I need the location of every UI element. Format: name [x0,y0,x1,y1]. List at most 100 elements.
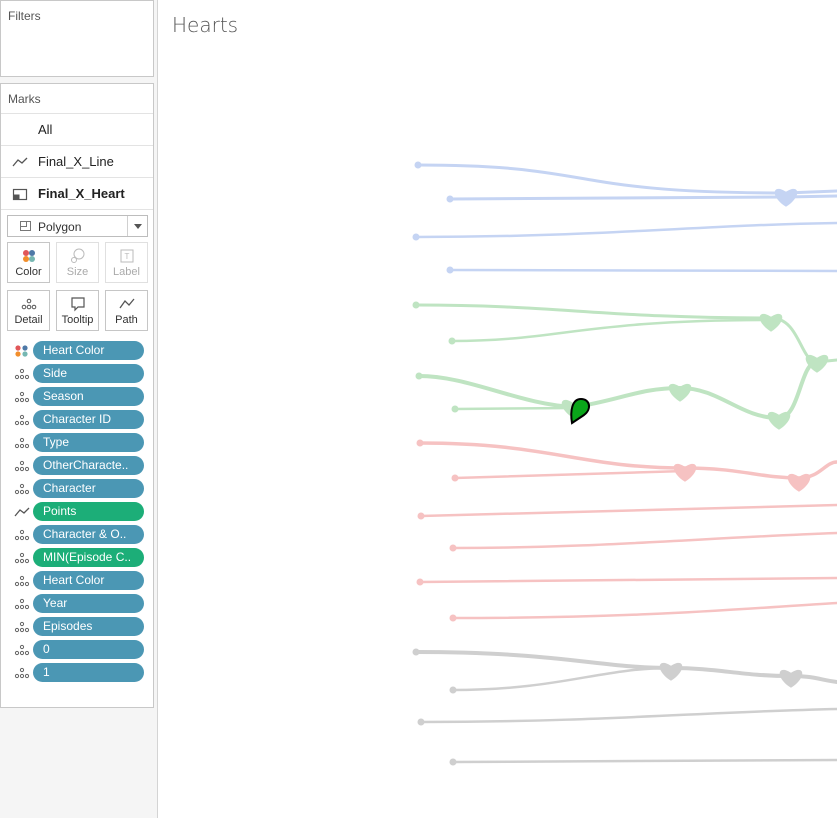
filters-card[interactable]: Filters [0,0,154,77]
marks-pill-row[interactable]: Type [1,433,155,453]
field-pill[interactable]: Episodes [33,617,144,636]
selected-heart-marker[interactable] [570,397,590,425]
marks-pill-row[interactable]: Episodes [1,617,155,637]
marks-pill-row[interactable]: MIN(Episode C.. [1,548,155,568]
heart-mark[interactable] [787,473,811,492]
polygon-mark-icon [12,188,28,201]
flow-line[interactable] [451,531,837,550]
detail-dots-icon [14,598,30,610]
flow-line[interactable] [451,666,673,692]
field-pill[interactable]: Season [33,387,144,406]
field-pill[interactable]: Character & O.. [33,525,144,544]
start-point[interactable] [416,578,424,586]
start-point[interactable] [449,686,457,694]
start-point[interactable] [412,648,420,656]
mark-type-dropdown[interactable]: Polygon [7,215,148,237]
tile-label: Size [66,266,89,278]
marks-row-final-x-line[interactable]: Final_X_Line [1,146,153,178]
marks-pill-row[interactable]: Season [1,387,155,407]
field-pill[interactable]: Points [33,502,144,521]
flow-line[interactable] [448,268,837,273]
flow-line[interactable] [414,221,837,239]
flow-line[interactable] [453,469,687,480]
marks-pill-row[interactable]: OtherCharacte.. [1,456,155,476]
detail-dots-icon [21,298,37,310]
start-point[interactable] [446,195,454,203]
marks-pill-row[interactable]: Points [1,502,155,522]
marks-row-all[interactable]: All [1,114,153,146]
marks-title: Marks [1,84,153,114]
detail-dots-icon [14,437,30,449]
flow-line[interactable] [419,707,837,724]
heart-mark[interactable] [659,662,683,681]
color-tile[interactable]: Color [7,242,50,283]
field-pill[interactable]: Character ID [33,410,144,429]
path-tile[interactable]: Path [105,290,148,331]
tile-label: Tooltip [61,314,94,326]
size-tile[interactable]: Size [56,242,99,283]
start-point[interactable] [451,405,459,413]
marks-row-final-x-heart[interactable]: Final_X_Heart [1,178,153,210]
heart-mark[interactable] [673,463,697,482]
start-point[interactable] [449,614,457,622]
tile-label: Path [115,314,138,326]
heart-mark[interactable] [668,383,692,402]
start-point[interactable] [415,372,423,380]
flow-line[interactable] [416,163,837,195]
heart-mark[interactable] [767,411,791,430]
flow-line[interactable] [414,303,837,364]
field-pill[interactable]: MIN(Episode C.. [33,548,144,567]
field-pill[interactable]: Heart Color [33,571,144,590]
detail-dots-icon [14,460,30,472]
start-point[interactable] [412,301,420,309]
flow-line[interactable] [450,318,773,343]
marks-pill-row[interactable]: Character & O.. [1,525,155,545]
marks-pill-row[interactable]: Character ID [1,410,155,430]
flow-line[interactable] [419,503,837,518]
start-point[interactable] [414,161,422,169]
label-tile[interactable]: T Label [105,242,148,283]
flow-line[interactable] [418,441,837,480]
flow-line[interactable] [451,601,837,620]
detail-dots-icon [14,368,30,380]
heart-mark[interactable] [774,188,798,207]
start-point[interactable] [448,337,456,345]
marks-pill-row[interactable]: 1 [1,663,155,683]
field-pill[interactable]: Type [33,433,144,452]
start-point[interactable] [449,544,457,552]
field-pill[interactable]: 0 [33,640,144,659]
start-point[interactable] [412,233,420,241]
start-point[interactable] [416,439,424,447]
field-pill[interactable]: 1 [33,663,144,682]
marks-pill-row[interactable]: Heart Color [1,341,155,361]
field-pill[interactable]: Year [33,594,144,613]
field-pill[interactable]: Side [33,364,144,383]
marks-pill-row[interactable]: 0 [1,640,155,660]
flow-line[interactable] [414,650,837,684]
flow-line[interactable] [453,406,577,411]
heart-mark[interactable] [759,313,783,332]
start-point[interactable] [449,758,457,766]
chevron-down-icon[interactable] [127,216,147,236]
detail-tile[interactable]: Detail [7,290,50,331]
start-point[interactable] [417,718,425,726]
tooltip-tile[interactable]: Tooltip [56,290,99,331]
flow-line[interactable] [451,758,837,764]
heart-mark[interactable] [779,669,803,688]
marks-pill-row[interactable]: Side [1,364,155,384]
field-pill[interactable]: Heart Color [33,341,144,360]
marks-pill-row[interactable]: Year [1,594,155,614]
heart-mark[interactable] [805,354,829,373]
flow-line[interactable] [418,576,837,584]
sheet-title: Hearts [172,13,239,37]
marks-pill-row[interactable]: Character [1,479,155,499]
hearts-viz[interactable] [161,0,837,818]
marks-pill-row[interactable]: Heart Color [1,571,155,591]
field-pill[interactable]: Character [33,479,144,498]
marks-card: Marks All Final_X_Line Final_X_Heart Pol… [0,83,154,708]
start-point[interactable] [451,474,459,482]
field-pill[interactable]: OtherCharacte.. [33,456,144,475]
start-point[interactable] [446,266,454,274]
path-icon [14,507,30,517]
start-point[interactable] [417,512,425,520]
